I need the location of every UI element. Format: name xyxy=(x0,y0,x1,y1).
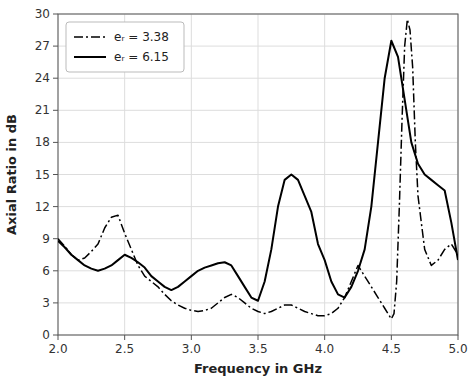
legend-swatch xyxy=(74,56,106,58)
tick xyxy=(58,335,59,340)
tick-label: 3 xyxy=(42,296,50,310)
tick xyxy=(258,335,259,340)
y-axis-label: Axial Ratio in dB xyxy=(4,114,19,235)
tick xyxy=(53,78,58,79)
tick-label: 4.5 xyxy=(382,342,401,356)
x-axis-label: Frequency in GHz xyxy=(194,361,322,376)
tick xyxy=(53,206,58,207)
chart: 2.0 2.5 3.0 3.5 4.0 4.5 5.0 0 3 6 9 12 15 18 21 24 27 30 F… xyxy=(0,0,474,383)
plot-area xyxy=(58,14,458,335)
tick-label: 27 xyxy=(35,39,50,53)
tick-label: 5.0 xyxy=(448,342,467,356)
tick-label: 2.0 xyxy=(48,342,67,356)
tick-label: 0 xyxy=(42,328,50,342)
tick xyxy=(53,270,58,271)
series-line xyxy=(58,19,458,319)
tick-label: 12 xyxy=(35,200,50,214)
tick xyxy=(53,335,58,336)
legend-label: eᵣ = 3.38 xyxy=(114,30,169,44)
tick xyxy=(324,335,325,340)
legend-box xyxy=(66,22,184,72)
tick xyxy=(391,335,392,340)
grid-line xyxy=(58,302,458,303)
tick-label: 15 xyxy=(35,168,50,182)
tick xyxy=(53,110,58,111)
frame xyxy=(58,14,458,335)
tick xyxy=(53,142,58,143)
legend-label: eᵣ = 6.15 xyxy=(114,50,169,64)
tick-label: 30 xyxy=(35,7,50,21)
tick xyxy=(53,174,58,175)
tick-label: 18 xyxy=(35,135,50,149)
tick-label: 9 xyxy=(42,232,50,246)
grid-line xyxy=(58,206,458,207)
grid-line xyxy=(58,270,458,271)
tick-label: 4.0 xyxy=(315,342,334,356)
tick xyxy=(124,335,125,340)
tick-label: 2.5 xyxy=(115,342,134,356)
tick xyxy=(53,14,58,15)
tick-label: 3.0 xyxy=(182,342,201,356)
tick-label: 6 xyxy=(42,264,50,278)
tick xyxy=(53,46,58,47)
tick-label: 24 xyxy=(35,71,50,85)
grid-line xyxy=(58,78,458,79)
series-line xyxy=(58,41,458,301)
series-group xyxy=(58,19,458,319)
tick xyxy=(191,335,192,340)
tick-label: 21 xyxy=(35,103,50,117)
grid xyxy=(58,14,458,335)
legend: eᵣ = 3.38 eᵣ = 6.15 xyxy=(66,22,184,72)
tick xyxy=(53,302,58,303)
legend-swatch xyxy=(74,36,106,38)
grid-line xyxy=(58,142,458,143)
grid-line xyxy=(58,110,458,111)
grid-line xyxy=(58,174,458,175)
tick xyxy=(458,335,459,340)
tick-label: 3.5 xyxy=(248,342,267,356)
tick xyxy=(53,238,58,239)
